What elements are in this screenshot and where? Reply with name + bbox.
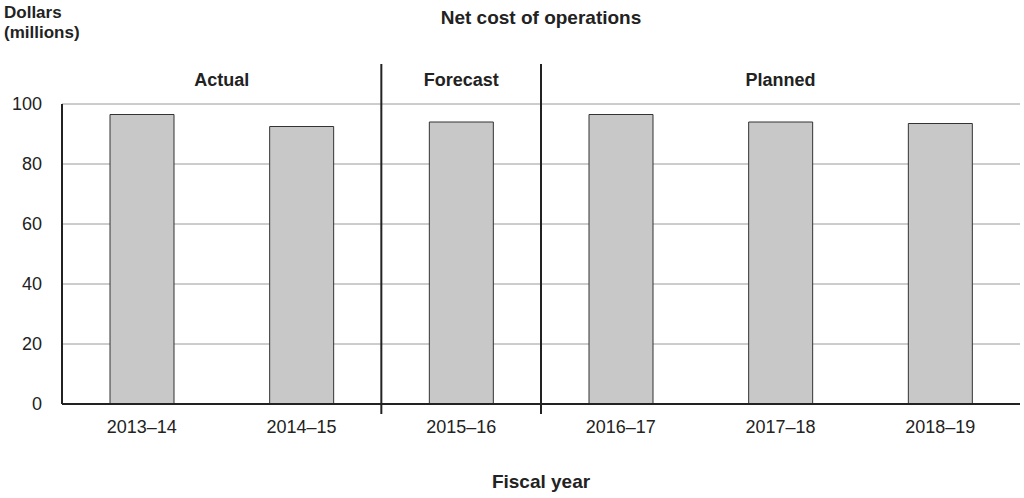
svg-text:Planned: Planned (745, 70, 815, 90)
svg-text:2015–16: 2015–16 (426, 417, 496, 437)
svg-text:2013–14: 2013–14 (107, 417, 177, 437)
svg-text:60: 60 (22, 214, 42, 234)
svg-text:Forecast: Forecast (424, 70, 499, 90)
svg-text:40: 40 (22, 274, 42, 294)
svg-text:80: 80 (22, 154, 42, 174)
svg-text:100: 100 (12, 94, 42, 114)
svg-text:(millions): (millions) (8, 23, 80, 42)
svg-text:Net cost of operations: Net cost of operations (441, 7, 642, 28)
svg-text:Dollars: Dollars (8, 3, 62, 22)
svg-text:2018–19: 2018–19 (905, 417, 975, 437)
svg-text:Fiscal year: Fiscal year (492, 471, 591, 492)
svg-text:2016–17: 2016–17 (586, 417, 656, 437)
svg-text:0: 0 (32, 394, 42, 414)
svg-text:2017–18: 2017–18 (745, 417, 815, 437)
svg-text:20: 20 (22, 334, 42, 354)
svg-text:2014–15: 2014–15 (266, 417, 336, 437)
svg-text:Actual: Actual (194, 70, 249, 90)
